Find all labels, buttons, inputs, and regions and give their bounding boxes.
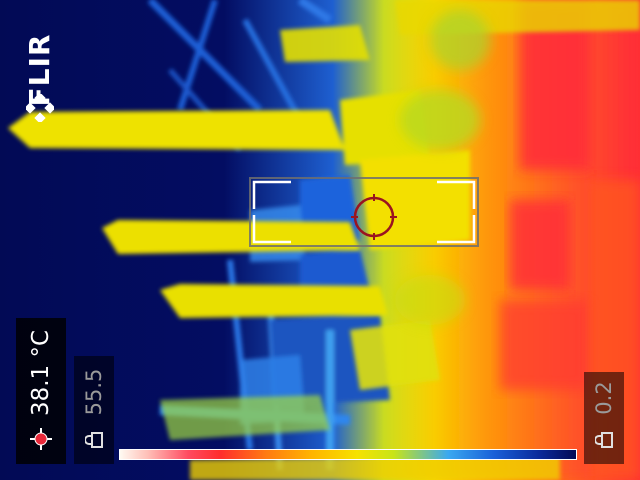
measurement-box xyxy=(249,177,479,247)
flir-logo-icon xyxy=(26,94,54,122)
spot-meter-icon xyxy=(30,428,52,450)
scale-max-value: 55.5 xyxy=(82,368,106,416)
lock-icon xyxy=(595,432,613,448)
transition-accents xyxy=(395,10,490,325)
scale-min-value: 0.2 xyxy=(592,381,616,415)
spot-crosshair-icon xyxy=(351,194,397,240)
hot-stripe xyxy=(500,300,590,390)
spot-temperature-value: 38.1 °C xyxy=(28,329,54,417)
hot-stripe xyxy=(510,200,570,290)
color-scale-bar xyxy=(119,449,577,460)
lock-icon xyxy=(85,432,103,448)
measurement-box-corners xyxy=(252,180,476,244)
scale-min-panel: 0.2 xyxy=(584,372,624,464)
flir-logo: FLIR xyxy=(22,22,58,122)
spot-measurement-panel: 38.1 °C xyxy=(16,318,66,464)
scale-max-panel: 55.5 xyxy=(74,356,114,464)
